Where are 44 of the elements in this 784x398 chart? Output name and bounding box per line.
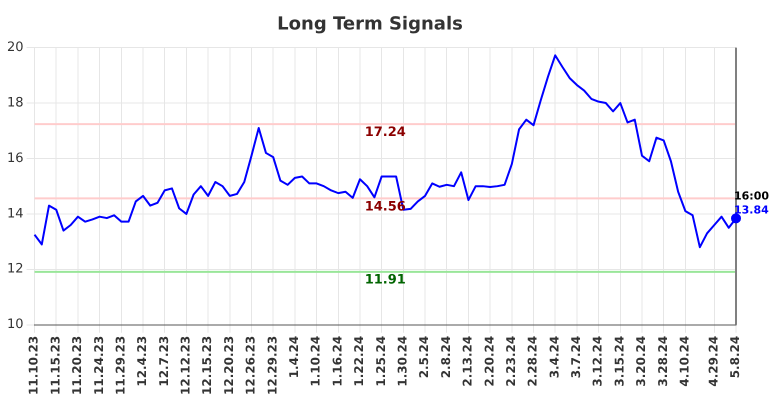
x-tick-label: 1.16.24: [330, 336, 344, 387]
y-tick-label: 12: [6, 262, 24, 277]
x-tick-label: 2.13.24: [460, 336, 475, 387]
x-tick-label: 3.7.24: [569, 336, 584, 378]
chart-title: Long Term Signals: [277, 13, 463, 34]
x-tick-label: 3.12.24: [590, 336, 605, 387]
x-tick-label: 2.28.24: [526, 336, 540, 387]
x-tick-label: 3.28.24: [656, 336, 670, 387]
x-tick-label: 12.29.23: [265, 336, 280, 396]
ref-line-label: 11.91: [364, 272, 406, 288]
x-tick-label: 12.4.23: [135, 336, 150, 387]
x-tick-label: 11.20.23: [70, 336, 84, 396]
x-tick-label: 12.20.23: [222, 336, 236, 396]
x-tick-label: 11.10.23: [26, 336, 41, 396]
x-tick-label: 3.15.24: [612, 336, 626, 387]
x-tick-label: 11.24.23: [92, 336, 106, 396]
y-tick-label: 18: [6, 95, 24, 110]
x-tick-label: 12.26.23: [244, 336, 258, 396]
y-tick-label: 16: [6, 150, 24, 166]
y-tick-label: 10: [6, 317, 24, 332]
y-tick-label: 20: [6, 40, 24, 55]
ref-line-label: 17.24: [364, 124, 406, 140]
y-tick-label: 14: [6, 206, 24, 222]
data-label: 13.84: [734, 204, 770, 217]
x-tick-label: 4.10.24: [678, 336, 692, 387]
x-tick-label: 5.8.24: [728, 336, 742, 378]
x-tick-label: 1.22.24: [352, 336, 366, 387]
x-tick-label: 1.10.24: [308, 336, 323, 387]
x-tick-label: 1.4.24: [287, 336, 301, 378]
x-tick-label: 1.30.24: [395, 336, 410, 387]
x-tick-label: 12.15.23: [200, 336, 214, 396]
x-tick-label: 12.12.23: [178, 336, 193, 396]
x-tick-label: 4.29.24: [706, 336, 720, 387]
x-tick-label: 3.20.24: [634, 336, 648, 387]
x-tick-label: 2.8.24: [438, 336, 453, 378]
x-tick-label: 1.25.24: [374, 336, 388, 387]
x-tick-label: 3.4.24: [547, 336, 562, 378]
x-tick-label: 11.15.23: [48, 336, 62, 396]
x-tick-label: 12.7.23: [156, 336, 171, 387]
x-tick-label: 2.23.24: [504, 336, 518, 387]
x-tick-label: 11.29.23: [113, 336, 128, 396]
x-tick-label: 2.5.24: [417, 336, 432, 378]
annotation: 16:00: [734, 190, 770, 203]
x-tick-label: 2.20.24: [482, 336, 496, 387]
